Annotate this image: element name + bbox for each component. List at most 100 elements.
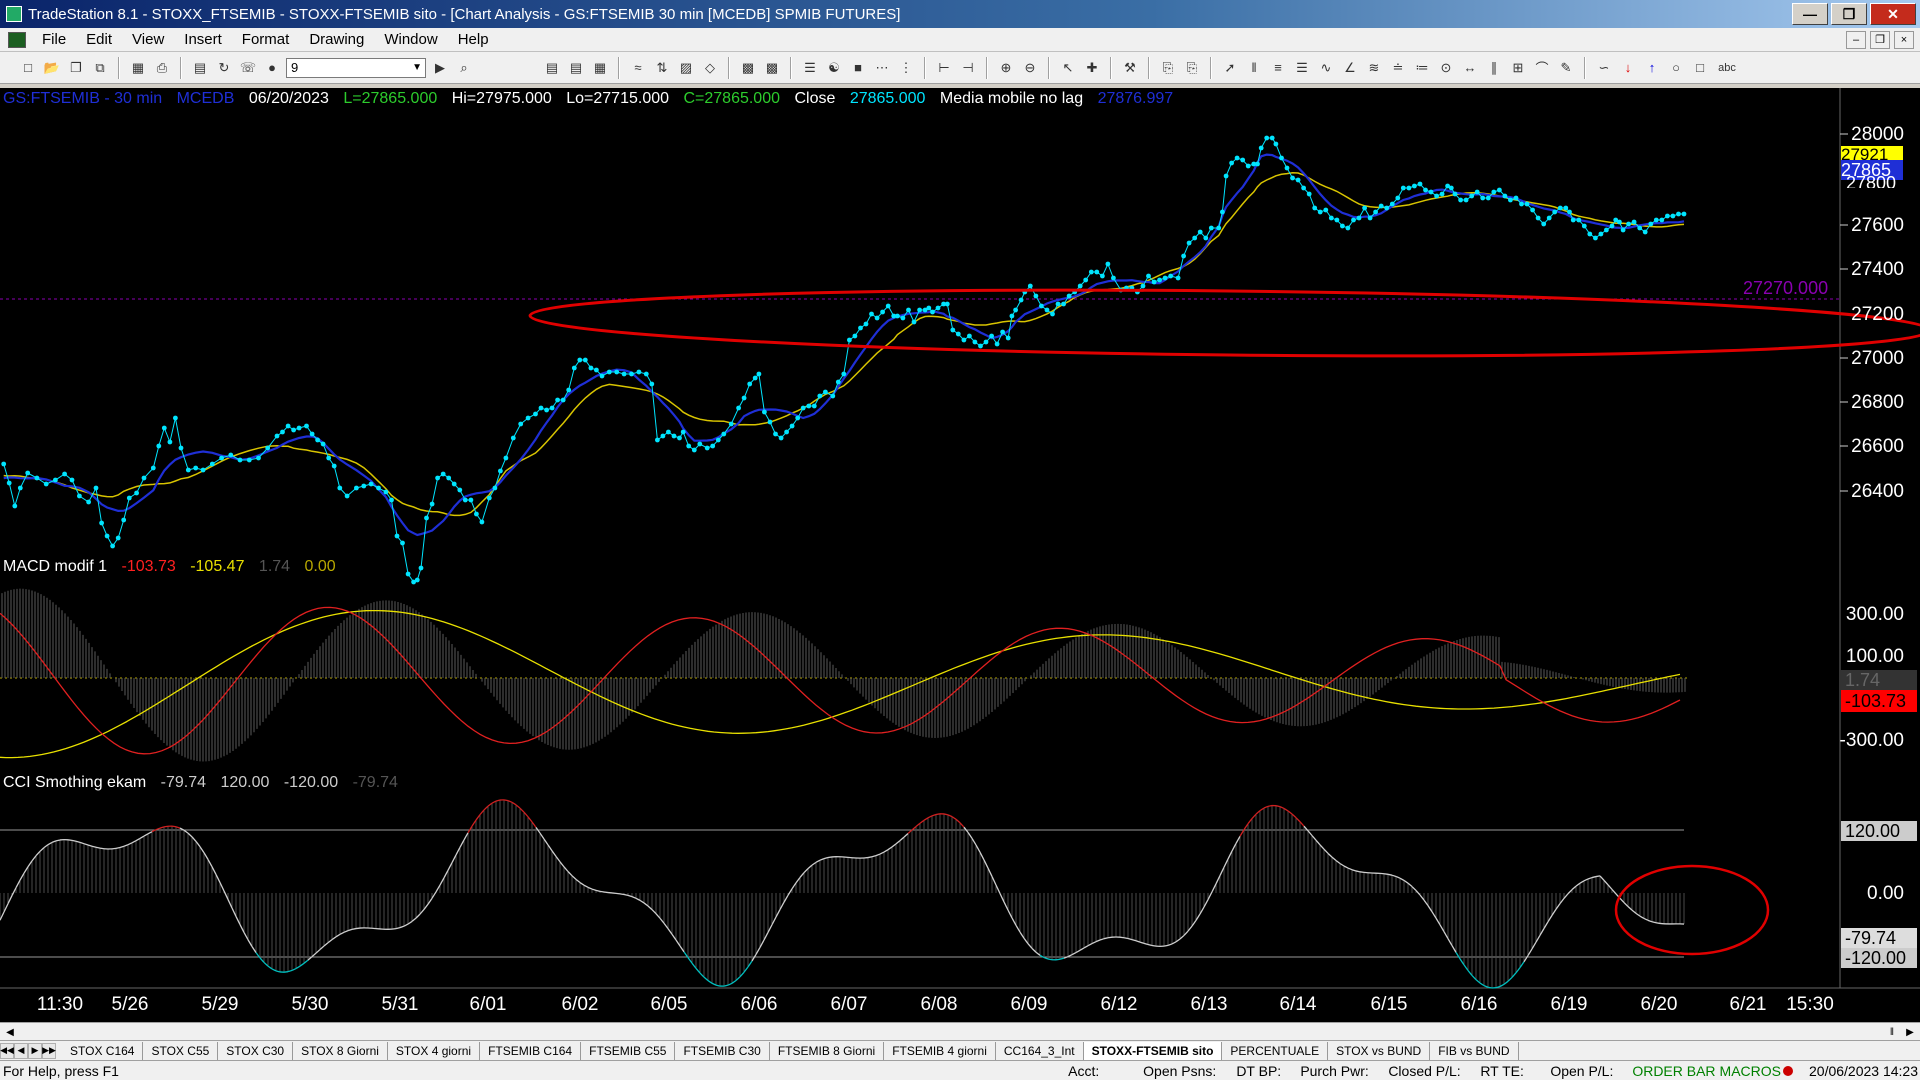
up-arrow-icon[interactable]: ↑ bbox=[1648, 60, 1656, 75]
refresh-icon[interactable]: ↻ bbox=[218, 59, 230, 75]
tools-icon[interactable]: ⚒ bbox=[1124, 59, 1136, 75]
mdi-minimize-button[interactable]: – bbox=[1846, 30, 1866, 49]
workspace-tab[interactable]: STOXX-FTSEMIB sito bbox=[1083, 1041, 1223, 1060]
scroll-left-icon[interactable]: ◀ bbox=[6, 1026, 14, 1038]
gann-icon[interactable]: ⊙ bbox=[1440, 59, 1452, 75]
table-icon[interactable]: ▦ bbox=[593, 59, 607, 75]
pointer-icon[interactable]: ↖ bbox=[1062, 59, 1074, 75]
layout-icon-1[interactable]: ▤ bbox=[545, 59, 559, 75]
horizontal-scrollbar[interactable]: ◀ ‖ ▶ bbox=[0, 1022, 1920, 1040]
speed-lines-icon[interactable]: ≐ bbox=[1392, 59, 1404, 75]
regression-icon[interactable]: ≔ bbox=[1415, 59, 1429, 75]
workspace-tab[interactable]: STOX C30 bbox=[218, 1041, 294, 1060]
crosshair-icon[interactable]: ✚ bbox=[1086, 59, 1098, 75]
chart-canvas[interactable] bbox=[0, 88, 1920, 1022]
zoom-out-icon[interactable]: ⊖ bbox=[1024, 59, 1036, 75]
workspace-tab[interactable]: FTSEMIB C164 bbox=[480, 1041, 582, 1060]
open-icon[interactable]: 📂 bbox=[43, 59, 61, 75]
rectangle-icon[interactable]: □ bbox=[1696, 60, 1704, 75]
parallel-icon[interactable]: ∥ bbox=[1490, 59, 1498, 75]
macros-button[interactable]: MACROS bbox=[1719, 1062, 1781, 1079]
chart-icon-6[interactable]: ▩ bbox=[765, 59, 779, 75]
order-bar-button[interactable]: ORDER BAR bbox=[1632, 1062, 1716, 1079]
bar-spacing-2-icon[interactable]: ⊣ bbox=[962, 59, 974, 75]
grid-icon[interactable]: ⊞ bbox=[1512, 59, 1524, 75]
import-icon[interactable]: ⎘ bbox=[1186, 59, 1198, 75]
menu-view[interactable]: View bbox=[132, 31, 165, 48]
menu-help[interactable]: Help bbox=[457, 31, 489, 48]
workspace-tab[interactable]: FTSEMIB 8 Giorni bbox=[770, 1041, 885, 1060]
chart-icon-7[interactable]: ☰ bbox=[804, 59, 816, 75]
menu-drawing[interactable]: Drawing bbox=[309, 31, 365, 48]
export-icon[interactable]: ⎘ bbox=[1162, 59, 1174, 75]
copy-icon[interactable]: ⧉ bbox=[95, 59, 105, 75]
chart-icon-3[interactable]: ▨ bbox=[679, 59, 693, 75]
workspace-tab[interactable]: FTSEMIB 4 giorni bbox=[884, 1041, 996, 1060]
tab-last-icon[interactable]: ▶▶ bbox=[42, 1042, 56, 1059]
save-icon[interactable]: ▦ bbox=[131, 59, 145, 75]
print-icon[interactable]: ⎙ bbox=[156, 59, 168, 75]
menu-file[interactable]: File bbox=[42, 31, 67, 48]
horizontal-arrow-icon[interactable]: ↔ bbox=[1463, 60, 1477, 75]
play-icon[interactable]: ▶ bbox=[435, 59, 445, 75]
chart-icon-2[interactable]: ⇅ bbox=[656, 59, 668, 75]
menu-insert[interactable]: Insert bbox=[184, 31, 222, 48]
channel-icon[interactable]: ≋ bbox=[1368, 59, 1380, 75]
pen-icon[interactable]: ✎ bbox=[1560, 59, 1572, 75]
lock-icon[interactable]: ☏ bbox=[239, 59, 257, 75]
bar-spacing-icon[interactable]: ⊢ bbox=[938, 59, 950, 75]
layout-icon-2[interactable]: ▤ bbox=[569, 59, 583, 75]
workspace-tab[interactable]: FTSEMIB C55 bbox=[581, 1041, 676, 1060]
chart-icon-4[interactable]: ◇ bbox=[705, 59, 715, 75]
workspace-tab[interactable]: STOX C164 bbox=[62, 1041, 144, 1060]
chart-window-icon[interactable] bbox=[8, 31, 26, 48]
restore-button[interactable]: ❐ bbox=[1831, 3, 1867, 25]
zoom-in-icon[interactable]: ⊕ bbox=[1000, 59, 1012, 75]
trendline-icon[interactable]: ➚ bbox=[1224, 59, 1236, 75]
scroll-right-icon[interactable]: ▶ bbox=[1906, 1026, 1914, 1038]
new-icon[interactable]: □ bbox=[24, 60, 32, 75]
interval-select[interactable]: 9 ▼ bbox=[286, 57, 426, 78]
wave-icon[interactable]: ∿ bbox=[1320, 59, 1332, 75]
workspace-tab[interactable]: PERCENTUALE bbox=[1222, 1041, 1329, 1060]
workspace-tab[interactable]: FTSEMIB C30 bbox=[675, 1041, 770, 1060]
tab-next-icon[interactable]: ▶ bbox=[28, 1042, 42, 1059]
search-data-icon[interactable]: ⌕ bbox=[460, 59, 468, 75]
menu-window[interactable]: Window bbox=[384, 31, 438, 48]
minimize-button[interactable]: — bbox=[1792, 3, 1828, 25]
chart-icon-9[interactable]: ■ bbox=[854, 60, 862, 75]
workspace-tab[interactable]: FIB vs BUND bbox=[1430, 1041, 1519, 1060]
text-tool-icon[interactable]: abc bbox=[1718, 61, 1736, 74]
menu-edit[interactable]: Edit bbox=[86, 31, 113, 48]
chart-icon-8[interactable]: ☯ bbox=[828, 59, 840, 75]
new-window-icon[interactable]: ❐ bbox=[70, 59, 82, 75]
chart-icon-11[interactable]: ⋮ bbox=[899, 59, 913, 75]
workspace-tab[interactable]: STOX 4 giorni bbox=[388, 1041, 481, 1060]
chart-icon-10[interactable]: ⋯ bbox=[875, 59, 889, 75]
close-button[interactable]: ✕ bbox=[1870, 3, 1916, 25]
chart-icon-1[interactable]: ≈ bbox=[634, 60, 642, 75]
dropdown-arrow-icon[interactable]: ▼ bbox=[412, 62, 422, 73]
fib-icon[interactable]: ☰ bbox=[1296, 59, 1308, 75]
mdi-restore-button[interactable]: ❐ bbox=[1870, 30, 1890, 49]
workspace-tab[interactable]: STOX C55 bbox=[143, 1041, 219, 1060]
down-arrow-icon[interactable]: ↓ bbox=[1624, 60, 1632, 75]
menu-format[interactable]: Format bbox=[241, 31, 290, 48]
ellipse-icon[interactable]: ○ bbox=[1672, 60, 1680, 75]
chart-icon-5[interactable]: ▩ bbox=[741, 59, 755, 75]
tab-prev-icon[interactable]: ◀ bbox=[14, 1042, 28, 1059]
tab-first-icon[interactable]: ◀◀ bbox=[0, 1042, 14, 1059]
vertical-lines-icon[interactable]: ‖ bbox=[1251, 60, 1257, 75]
workspace-tab[interactable]: STOX vs BUND bbox=[1328, 1041, 1431, 1060]
scroll-thumb-icon[interactable]: ‖ bbox=[1889, 1026, 1895, 1038]
mdi-close-button[interactable]: × bbox=[1894, 30, 1914, 49]
globe-icon[interactable]: ● bbox=[268, 60, 276, 75]
workspace-tab[interactable]: CC164_3_Int bbox=[996, 1041, 1084, 1060]
angle-icon[interactable]: ∠ bbox=[1344, 59, 1356, 75]
horizontal-lines-icon[interactable]: ≡ bbox=[1274, 60, 1282, 75]
workspace-tab[interactable]: STOX 8 Giorni bbox=[293, 1041, 388, 1060]
window-icon[interactable]: ▤ bbox=[193, 59, 207, 75]
curve-icon[interactable]: ∽ bbox=[1598, 59, 1610, 75]
chart-area[interactable]: GS:FTSEMIB - 30 min MCEDB 06/20/2023 L=2… bbox=[0, 88, 1920, 1022]
arc-icon[interactable]: ⌒ bbox=[1535, 61, 1549, 76]
